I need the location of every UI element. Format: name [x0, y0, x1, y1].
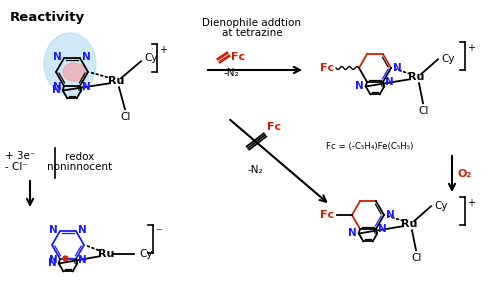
Text: Fc: Fc: [267, 122, 281, 132]
Text: redox: redox: [66, 152, 94, 162]
Text: Ru: Ru: [98, 249, 114, 259]
Text: Fc: Fc: [320, 63, 334, 73]
Text: +: +: [467, 43, 475, 53]
Text: N: N: [53, 52, 62, 62]
Text: N: N: [49, 225, 58, 235]
Text: O₂: O₂: [458, 169, 472, 179]
Text: - Cl⁻: - Cl⁻: [5, 162, 28, 172]
Ellipse shape: [63, 63, 85, 81]
Text: -N₂: -N₂: [224, 68, 240, 78]
Text: N: N: [78, 255, 87, 265]
Text: noninnocent: noninnocent: [48, 162, 112, 172]
Text: N: N: [393, 63, 402, 73]
Text: Ru: Ru: [408, 72, 424, 82]
Text: +: +: [159, 45, 167, 55]
Text: N: N: [348, 228, 357, 238]
Text: -N₂: -N₂: [247, 165, 263, 175]
Text: N: N: [78, 225, 87, 235]
Text: ⁻: ⁻: [155, 226, 162, 239]
Text: N: N: [82, 82, 91, 92]
Text: Fc: Fc: [231, 52, 245, 62]
Text: + 3e⁻: + 3e⁻: [5, 151, 36, 161]
Text: Cy: Cy: [139, 249, 152, 259]
Text: N: N: [82, 52, 91, 62]
Text: Ru: Ru: [401, 219, 417, 229]
Text: N: N: [355, 82, 364, 92]
Text: N: N: [378, 224, 387, 234]
Text: Ru: Ru: [108, 76, 124, 86]
Text: Cl: Cl: [419, 106, 429, 116]
Text: Fc = (-C₅H₄)Fe(C₅H₅): Fc = (-C₅H₄)Fe(C₅H₅): [326, 142, 414, 151]
Text: N: N: [48, 258, 57, 268]
Text: ⌐: ⌐: [152, 48, 153, 49]
Text: N: N: [386, 210, 395, 220]
Text: +: +: [467, 198, 475, 208]
Ellipse shape: [44, 33, 96, 95]
Text: Cy: Cy: [144, 53, 158, 63]
Text: N: N: [52, 86, 61, 96]
Text: at tetrazine: at tetrazine: [222, 28, 282, 38]
Text: Dienophile addtion: Dienophile addtion: [202, 18, 302, 28]
Text: N: N: [49, 255, 58, 265]
Text: Cl: Cl: [121, 112, 131, 122]
Text: Cy: Cy: [434, 201, 448, 211]
Text: Reactivity: Reactivity: [10, 11, 85, 24]
Text: Cl: Cl: [412, 253, 422, 263]
Text: N: N: [385, 77, 394, 87]
Text: N: N: [53, 82, 62, 92]
Text: Cy: Cy: [441, 54, 454, 64]
Text: Fc: Fc: [320, 210, 334, 220]
